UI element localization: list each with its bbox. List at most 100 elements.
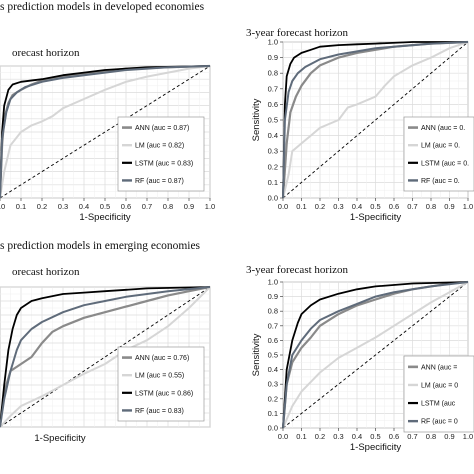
y-tick-label: 0.4 — [268, 131, 278, 140]
y-axis-label: Sensitivity — [251, 98, 262, 141]
series-line — [282, 41, 468, 199]
legend-box — [117, 116, 205, 192]
roc-panel-4: 3-year forecast horizon 0.0 0.1 0.2 0.3 0.4 0.… — [246, 264, 474, 453]
y-tick-label: 0.9 — [268, 53, 278, 62]
section-title-developed: s prediction models in developed economi… — [0, 1, 205, 13]
legend-entry: RF (auc = 0. — [421, 178, 460, 185]
x-tick-label: 0.5 — [370, 432, 380, 441]
series-line — [0, 65, 211, 199]
x-tick-label: 0.4 — [352, 202, 362, 211]
legend-entry: LM (auc = 0. — [421, 143, 460, 150]
roc-panel-3: orecast horizon 1-Specificity ANN (auc = 0… — [0, 266, 211, 444]
diagonal-reference-line — [282, 281, 469, 429]
y-tick-label: 0.1 — [268, 409, 278, 418]
legend-entry: LSTM (auc = 0.86) — [135, 390, 193, 397]
legend: ANN (auc = 0.87) LM (auc = 0.82) LSTM (auc… — [117, 116, 205, 192]
x-tick-label: 0.2 — [37, 202, 47, 211]
x-tick-label: 0.3 — [333, 202, 343, 211]
y-tick-label: 1.0 — [268, 278, 278, 287]
x-axis-label: 1-Specificity — [350, 442, 401, 453]
x-tick-label: 1.0 — [205, 202, 215, 211]
x-tick-label: 0.8 — [426, 432, 436, 441]
x-tick-label: 0.6 — [389, 432, 399, 441]
x-tick-label: 0.8 — [163, 202, 173, 211]
legend: ANN (auc = 0. LM (auc = 0. LSTM (auc = 0. R… — [403, 116, 474, 192]
y-tick-label: 0.2 — [268, 162, 278, 171]
x-tick-label: 0.0 — [0, 202, 5, 211]
x-tick-label: 0.2 — [315, 432, 325, 441]
panel-title: 3-year forecast horizon — [246, 27, 349, 39]
x-tick-label: 0.9 — [444, 432, 454, 441]
legend-entry: ANN (auc = — [421, 364, 457, 371]
x-tick-label: 0.4 — [79, 202, 89, 211]
legend-entry: LM (auc = 0.55) — [135, 373, 184, 380]
y-tick-label: 0.1 — [268, 178, 278, 187]
x-tick-label: 0.0 — [278, 202, 288, 211]
y-tick-label: 0.7 — [268, 84, 278, 93]
x-tick-label: 0.6 — [389, 202, 399, 211]
legend-entry: RF (auc = 0.87) — [135, 178, 184, 185]
series-line — [0, 65, 211, 199]
x-tick-label: 0.8 — [426, 202, 436, 211]
x-axis-label: 1-Specificity — [350, 212, 401, 223]
y-tick-label: 0.5 — [268, 351, 278, 360]
y-axis-label: Sensitivity — [251, 333, 262, 376]
x-tick-label: 0.4 — [352, 432, 362, 441]
series-line — [282, 41, 469, 199]
legend-entry: LSTM (auc — [421, 401, 456, 408]
diagonal-reference-line — [0, 286, 211, 428]
x-tick-label: 0.2 — [315, 202, 325, 211]
y-tick-label: 0.6 — [268, 336, 278, 345]
y-tick-label: 0.8 — [268, 69, 278, 78]
x-tick-label: 0.7 — [142, 202, 152, 211]
y-tick-label: 0.4 — [268, 365, 278, 374]
roc-panel-2: 3-year forecast horizon 0.0 0.1 0.2 0.3 0.4 0.… — [246, 27, 474, 223]
x-tick-label: 0.9 — [444, 202, 454, 211]
legend: ANN (auc = LM (auc = 0 LSTM (auc RF (auc = … — [403, 355, 474, 433]
legend-entry: LM (auc = 0 — [421, 382, 458, 389]
y-tick-label: 0.2 — [268, 394, 278, 403]
series-line — [282, 281, 469, 429]
x-tick-label: 0.1 — [296, 202, 306, 211]
x-tick-label: 0.0 — [278, 432, 288, 441]
legend-entry: ANN (auc = 0. — [421, 125, 465, 132]
legend-entry: LSTM (auc = 0. — [421, 160, 469, 167]
x-tick-label: 0.9 — [184, 202, 194, 211]
x-tick-label: 1.0 — [463, 202, 473, 211]
legend-entry: RF (auc = 0.83) — [135, 408, 184, 415]
x-tick-label: 0.5 — [370, 202, 380, 211]
series-line — [0, 286, 211, 428]
chart-panels: orecast horizon 0.0 0.1 0.2 0.3 0.4 0.5 0.6 0.7 0… — [0, 27, 474, 453]
y-tick-label: 0.3 — [268, 147, 278, 156]
panel-title: orecast horizon — [12, 266, 80, 278]
x-tick-label: 0.7 — [407, 432, 417, 441]
legend: ANN (auc = 0.76) LM (auc = 0.55) LSTM (auc… — [117, 346, 205, 422]
series-line — [0, 285, 211, 428]
legend-box — [403, 116, 474, 192]
y-tick-label: 0.8 — [268, 307, 278, 316]
legend-box — [403, 355, 474, 433]
y-tick-label: 0.5 — [268, 116, 278, 125]
panel-title: orecast horizon — [12, 47, 80, 59]
x-tick-label: 0.7 — [407, 202, 417, 211]
legend-box — [117, 346, 205, 422]
diagonal-reference-line — [0, 65, 211, 199]
series-line — [0, 65, 211, 199]
roc-panel-1: orecast horizon 0.0 0.1 0.2 0.3 0.4 0.5 0.6 0.7 0… — [0, 47, 215, 223]
x-axis-label: 1-Specificity — [79, 212, 130, 223]
panel-title: 3-year forecast horizon — [246, 264, 349, 276]
y-tick-label: 0.0 — [268, 424, 278, 433]
y-tick-label: 0.7 — [268, 321, 278, 330]
series-line — [282, 41, 469, 199]
x-tick-label: 0.3 — [333, 432, 343, 441]
section-title-emerging: s prediction models in emerging economie… — [0, 240, 201, 252]
y-tick-label: 0.0 — [268, 194, 278, 203]
x-tick-label: 0.3 — [58, 202, 68, 211]
x-tick-label: 0.6 — [121, 202, 131, 211]
x-tick-label: 0.5 — [100, 202, 110, 211]
legend-entry: RF (auc = 0 — [421, 419, 458, 426]
x-tick-label: 1.0 — [463, 432, 473, 441]
y-tick-label: 0.3 — [268, 380, 278, 389]
legend-entry: LM (auc = 0.82) — [135, 143, 184, 150]
